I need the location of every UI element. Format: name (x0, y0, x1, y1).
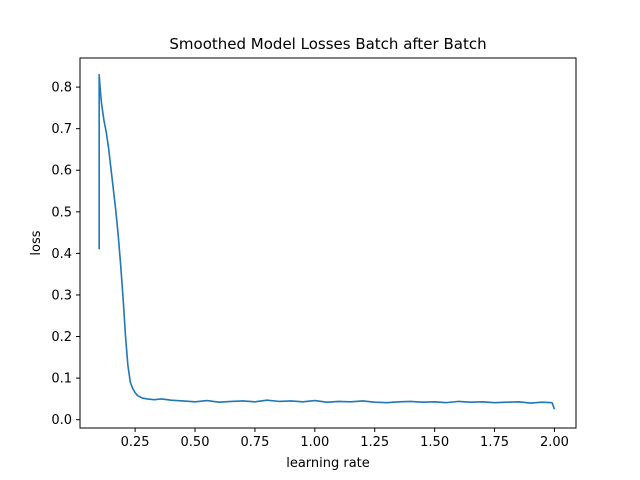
x-tick-label: 0.75 (240, 435, 269, 450)
y-tick-label: 0.7 (51, 122, 72, 137)
y-tick-label: 0.4 (51, 247, 72, 262)
x-tick-label: 2.00 (540, 435, 569, 450)
plot-area (98, 73, 556, 410)
y-tick-label: 0.0 (51, 413, 72, 428)
x-axis: 0.25 0.50 0.75 1.00 1.25 1.50 1.75 2.00 (121, 428, 569, 450)
loss-series-line (98, 73, 556, 410)
x-tick-label: 1.25 (360, 435, 389, 450)
x-tick-label: 1.75 (480, 435, 509, 450)
axes-frame (79, 57, 577, 429)
x-tick-label: 1.50 (420, 435, 449, 450)
y-tick-label: 0.2 (51, 330, 72, 345)
y-tick-label: 0.5 (51, 205, 72, 220)
y-axis-label: loss (29, 230, 44, 255)
x-tick-label: 1.00 (300, 435, 329, 450)
y-tick-label: 0.1 (51, 372, 72, 387)
chart-title: Smoothed Model Losses Batch after Batch (169, 35, 486, 53)
y-tick-label: 0.6 (51, 164, 72, 179)
x-tick-label: 0.50 (181, 435, 210, 450)
x-axis-label: learning rate (286, 456, 370, 471)
y-axis: 0.0 0.1 0.2 0.3 0.4 0.5 0.6 0.7 0.8 (51, 81, 80, 428)
y-tick-label: 0.3 (51, 288, 72, 303)
x-tick-label: 0.25 (121, 435, 150, 450)
y-tick-label: 0.8 (51, 81, 72, 96)
